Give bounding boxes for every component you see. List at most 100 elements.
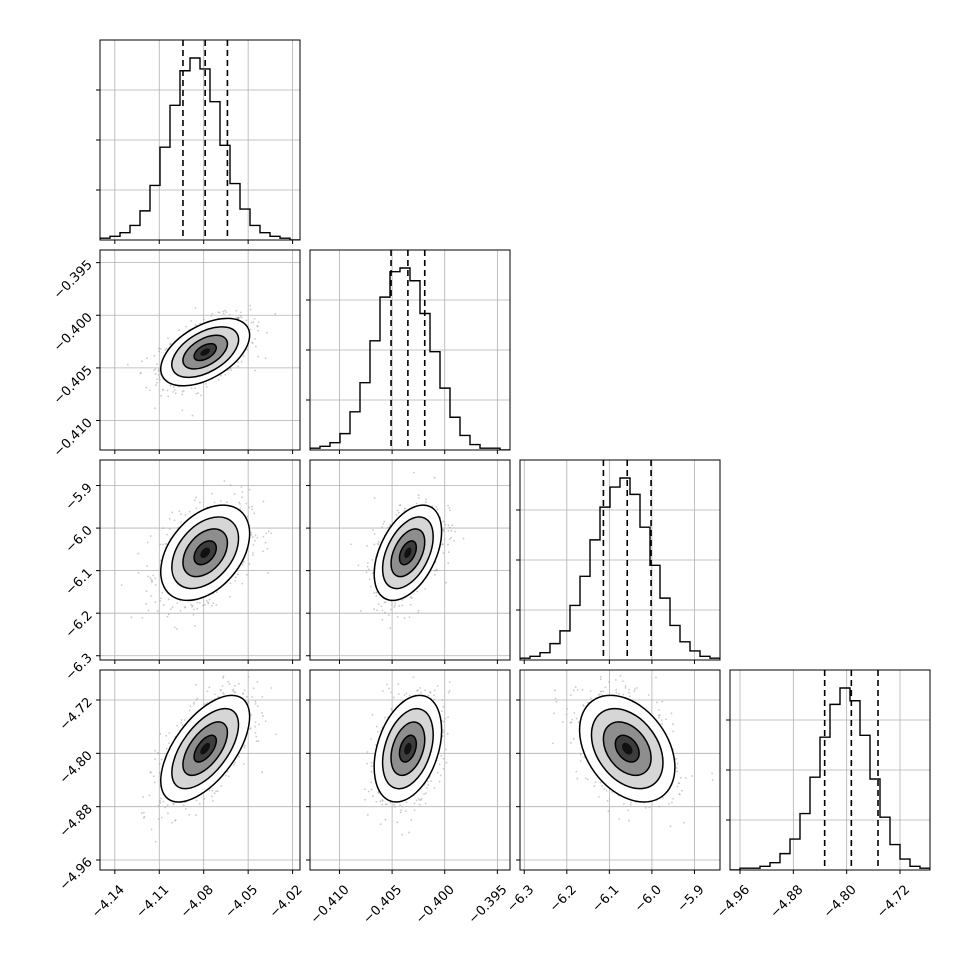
sample-point [454,530,457,533]
sample-point [249,304,252,307]
sample-point [194,307,197,309]
sample-point [396,821,399,824]
sample-point [432,694,435,697]
sample-point [208,598,211,601]
sample-point [379,800,382,803]
sample-point [250,531,252,534]
sample-point [218,311,221,314]
sample-point [148,794,151,797]
sample-point [399,804,401,807]
sample-point [404,810,407,812]
sample-point [180,521,182,524]
sample-point [165,347,168,350]
contour-line [171,516,240,590]
sample-point [146,357,148,360]
sample-point [441,543,444,546]
sample-point [394,604,396,607]
sample-point [377,542,379,545]
sample-point [150,578,153,581]
sample-point [198,802,201,805]
sample-point [167,812,169,815]
sample-point [162,527,164,530]
sample-point [438,763,441,766]
sample-point [195,683,197,686]
sample-point [137,552,140,555]
sample-point [214,693,216,696]
sample-point [159,800,161,802]
sample-point [264,720,267,723]
sample-point [665,718,667,721]
sample-point [257,740,260,743]
sample-point [443,538,446,540]
sample-point [142,796,144,798]
sample-point [139,372,142,375]
sample-point [375,591,378,594]
sample-point [245,502,248,505]
sample-point [386,803,389,806]
y-tick-label: −6.2 [63,608,96,641]
sample-point [184,807,187,810]
sample-point [448,526,451,529]
sample-point [401,833,404,836]
sample-point [266,547,269,550]
sample-point [211,312,214,315]
sample-point [158,376,161,379]
sample-point [217,695,220,698]
sample-point [237,682,240,685]
sample-point [182,390,185,392]
sample-point [198,601,201,604]
sample-point [210,492,213,495]
sample-point [257,321,260,323]
sample-point [430,780,432,782]
sample-point [212,602,215,605]
sample-point [215,604,218,607]
sample-point [372,529,374,531]
sample-point [444,717,446,720]
sample-point [386,683,388,686]
sample-point [168,518,171,520]
sample-point [204,703,206,706]
y-tick-label: −4.80 [57,748,96,787]
sample-point [212,800,214,802]
sample-point [365,571,368,574]
sample-point [425,498,427,501]
sample-point [382,523,385,525]
sample-point [367,790,370,793]
sample-point [252,687,255,690]
sample-point [210,795,213,798]
sample-point [170,608,172,611]
y-tick-label: −0.400 [51,310,96,355]
sample-point [190,387,193,390]
contour-line [182,528,229,578]
sample-point [246,515,249,518]
contour-line [381,707,434,790]
sample-point [171,821,174,824]
sample-point [164,806,167,809]
sample-point [375,609,378,612]
sample-point [599,690,602,693]
sample-point [159,559,162,562]
density-peak [404,742,412,755]
sample-point [222,312,225,315]
sample-point [166,389,169,392]
sample-point [383,716,386,719]
sample-point [447,691,450,694]
density-peak [404,547,412,559]
sample-point [222,693,225,696]
sample-point [219,689,222,692]
sample-point [445,761,448,764]
sample-point [220,374,222,377]
sample-point [370,585,372,588]
sample-point [388,687,390,690]
sample-point [383,601,386,604]
sample-point [210,604,213,607]
panel-frame [99,249,301,451]
sample-point [373,497,376,500]
sample-point [373,533,376,535]
sample-point [251,505,253,508]
sample-point [159,599,162,602]
sample-point [217,378,220,381]
sample-point [154,583,157,586]
sample-point [204,383,207,385]
sample-point [418,803,421,806]
